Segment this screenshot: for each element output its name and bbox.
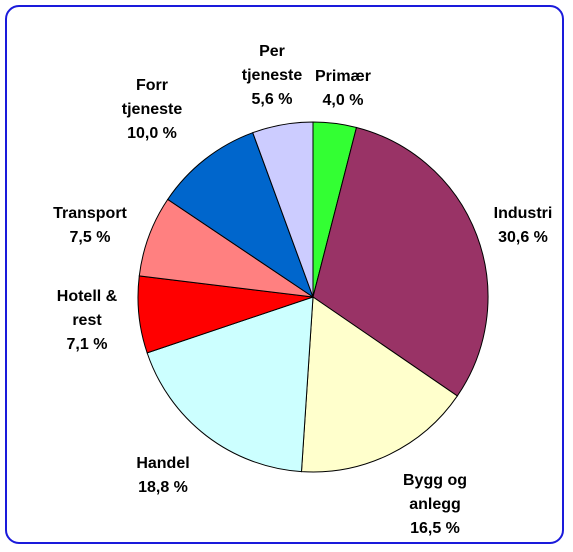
slice-label: Transport 7,5 %	[45, 202, 135, 250]
slice-name: Forr tjeneste	[121, 77, 183, 118]
slice-label: Handel 18,8 %	[118, 452, 208, 500]
slice-name: Handel	[136, 455, 190, 472]
slice-label: Bygg og anlegg 16,5 %	[390, 469, 480, 541]
pie-slice	[300, 296, 459, 473]
slice-value: 7,1 %	[66, 336, 108, 353]
slice-value: 18,8 %	[138, 479, 188, 496]
slice-value: 4,0 %	[322, 92, 364, 109]
slice-value: 30,6 %	[498, 229, 548, 246]
slice-label: Hotell & rest 7,1 %	[42, 285, 132, 357]
slice-name: Hotell & rest	[56, 288, 118, 329]
slice-name: Per tjeneste	[241, 43, 303, 84]
pie-slice	[312, 126, 489, 397]
slice-label: Industri 30,6 %	[478, 202, 568, 250]
pie-slice	[167, 132, 314, 299]
pie-slice	[146, 296, 314, 473]
slice-name: Industri	[493, 205, 553, 222]
slice-value: 5,6 %	[251, 91, 293, 108]
chart-frame	[5, 5, 564, 544]
slice-name: Bygg og anlegg	[403, 472, 467, 513]
slice-label: Forr tjeneste 10,0 %	[107, 74, 197, 146]
slice-label: Primær 4,0 %	[298, 65, 388, 113]
slice-label: Per tjeneste 5,6 %	[227, 40, 317, 112]
slice-name: Primær	[314, 68, 372, 85]
slice-value: 16,5 %	[410, 520, 460, 537]
slice-value: 7,5 %	[69, 229, 111, 246]
pie-slice	[252, 121, 314, 298]
slice-name: Transport	[53, 205, 127, 222]
slice-value: 10,0 %	[127, 125, 177, 142]
